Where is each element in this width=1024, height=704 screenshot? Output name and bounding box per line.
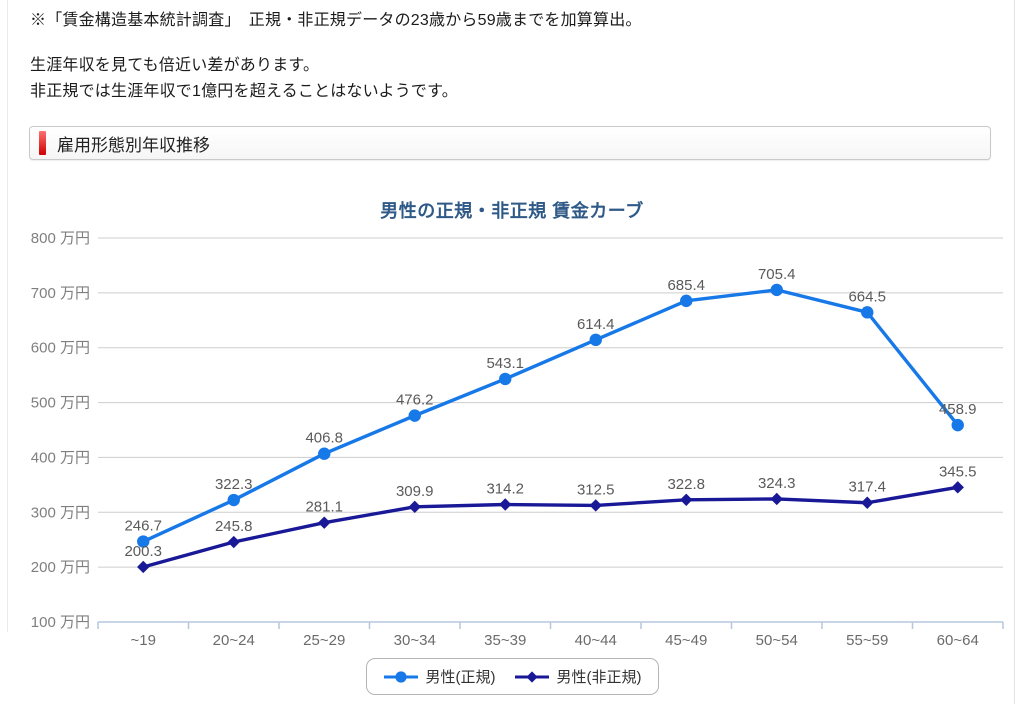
- svg-text:458.9: 458.9: [939, 401, 977, 418]
- section-title: 雇用形態別年収推移: [57, 135, 210, 155]
- data-point-diamond: [951, 481, 964, 494]
- legend-box: 男性(正規) 男性(非正規): [365, 658, 659, 695]
- svg-text:50~54: 50~54: [756, 632, 798, 649]
- legend-label: 男性(正規): [425, 669, 496, 686]
- series-男性(非正規): [137, 481, 964, 574]
- svg-text:20~24: 20~24: [213, 632, 255, 649]
- x-axis-labels: ~19 20~24 25~29 30~34 35~39 40~44 45~49 50~54 55…: [131, 632, 979, 649]
- svg-text:700 万円: 700 万円: [31, 285, 90, 302]
- series-男性(正規): [137, 283, 964, 548]
- data-point-circle: [589, 333, 602, 347]
- legend-label: 男性(非正規): [556, 669, 642, 686]
- data-point-diamond: [318, 516, 331, 529]
- legend-item-男性(非正規): 男性(非正規): [514, 666, 642, 687]
- chart-legend: 男性(正規) 男性(非正規): [0, 658, 1024, 695]
- svg-text:614.4: 614.4: [577, 316, 615, 333]
- legend-diamond-marker-icon: [514, 670, 549, 683]
- svg-text:324.3: 324.3: [758, 475, 796, 492]
- commentary-text: 生涯年収を見ても倍近い差があります。 非正規では生涯年収で1億円を超えることはな…: [30, 53, 458, 105]
- content-left-border: [7, 0, 8, 632]
- y-axis-labels: 100 万円 200 万円 300 万円 400 万円 500 万円 600 万円 700 …: [31, 230, 90, 631]
- svg-text:705.4: 705.4: [758, 266, 796, 283]
- svg-text:300 万円: 300 万円: [31, 504, 90, 521]
- svg-text:60~64: 60~64: [937, 632, 979, 649]
- svg-text:45~49: 45~49: [665, 632, 707, 649]
- red-accent-bar-icon: [39, 131, 46, 155]
- svg-text:245.8: 245.8: [215, 518, 253, 535]
- svg-text:314.2: 314.2: [486, 480, 524, 497]
- data-point-circle: [499, 372, 512, 386]
- svg-text:500 万円: 500 万円: [31, 395, 90, 412]
- data-point-circle: [770, 283, 783, 297]
- legend-item-男性(正規): 男性(正規): [383, 666, 496, 687]
- data-point-diamond: [589, 499, 602, 512]
- svg-text:200 万円: 200 万円: [31, 559, 90, 576]
- svg-text:25~29: 25~29: [303, 632, 345, 649]
- data-point-circle: [137, 535, 150, 548]
- commentary-line-1: 生涯年収を見ても倍近い差があります。: [30, 57, 320, 74]
- svg-text:400 万円: 400 万円: [31, 449, 90, 466]
- svg-text:685.4: 685.4: [667, 277, 705, 294]
- svg-text:100 万円: 100 万円: [31, 614, 90, 631]
- data-point-circle: [861, 306, 874, 319]
- chart-title: 男性の正規・非正規 賃金カーブ: [380, 201, 644, 221]
- commentary-line-2: 非正規では生涯年収で1億円を超えることはないようです。: [30, 83, 458, 100]
- data-point-circle: [318, 447, 331, 460]
- source-note: ※「賃金構造基本統計調査」 正規・非正規データの23歳から59歳までを加算算出。: [30, 12, 642, 29]
- data-point-diamond: [499, 498, 512, 511]
- legend-circle-marker-icon: [383, 670, 418, 683]
- data-point-circle: [408, 409, 421, 422]
- svg-text:476.2: 476.2: [396, 392, 434, 409]
- svg-text:600 万円: 600 万円: [31, 340, 90, 357]
- svg-text:664.5: 664.5: [848, 288, 886, 305]
- svg-text:281.1: 281.1: [305, 499, 343, 516]
- x-axis: [97, 621, 1004, 629]
- data-point-diamond: [137, 560, 150, 574]
- svg-text:309.9: 309.9: [396, 483, 434, 500]
- svg-text:200.3: 200.3: [124, 543, 162, 560]
- data-point-diamond: [408, 500, 421, 514]
- svg-text:35~39: 35~39: [484, 632, 526, 649]
- svg-text:246.7: 246.7: [124, 518, 162, 535]
- data-point-diamond: [680, 493, 693, 506]
- svg-text:40~44: 40~44: [575, 632, 617, 649]
- data-point-circle: [951, 418, 964, 432]
- svg-text:322.3: 322.3: [215, 476, 253, 493]
- data-point-circle: [227, 493, 240, 507]
- data-point-diamond: [770, 492, 783, 506]
- svg-text:~19: ~19: [131, 632, 156, 649]
- svg-text:317.4: 317.4: [848, 479, 886, 496]
- svg-text:55~59: 55~59: [846, 632, 888, 649]
- svg-text:30~34: 30~34: [394, 632, 436, 649]
- svg-text:322.8: 322.8: [667, 476, 705, 493]
- svg-text:406.8: 406.8: [305, 430, 343, 447]
- data-labels: 246.7 322.3 406.8 476.2 543.1 614.4 685.4 705.4…: [124, 266, 976, 560]
- gridlines: [98, 237, 1003, 568]
- data-point-circle: [680, 294, 693, 308]
- svg-text:345.5: 345.5: [939, 463, 977, 480]
- data-point-diamond: [227, 535, 240, 549]
- section-header: 雇用形態別年収推移: [29, 126, 991, 160]
- svg-text:312.5: 312.5: [577, 481, 615, 498]
- content-right-border: [1014, 0, 1015, 704]
- svg-text:543.1: 543.1: [486, 355, 524, 372]
- svg-text:800 万円: 800 万円: [31, 230, 90, 247]
- data-point-diamond: [861, 496, 874, 509]
- wage-curve-chart: 100 万円 200 万円 300 万円 400 万円 500 万円 600 万円 700 …: [31, 230, 1004, 649]
